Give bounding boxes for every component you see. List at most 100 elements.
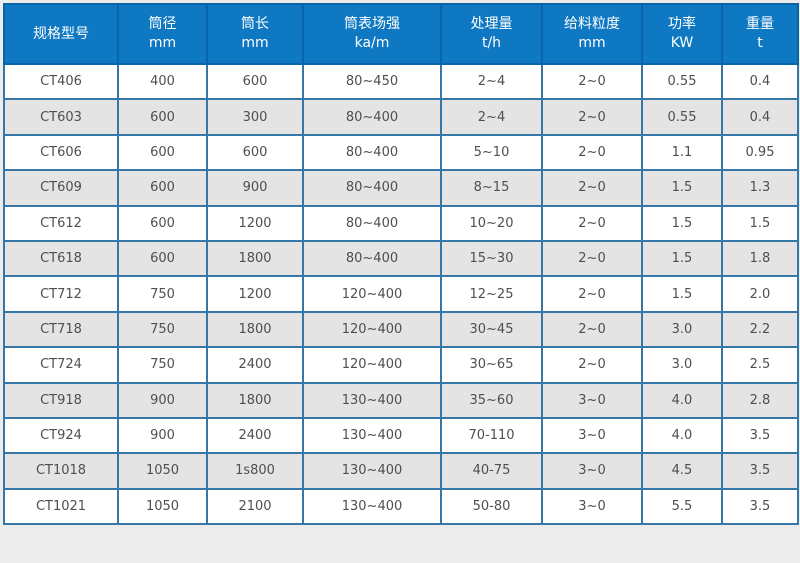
table-row: CT603 600 300 80~400 2~4 2~0 0.55 0.4 — [3, 98, 799, 136]
column-header-unit: ka/m — [354, 35, 390, 51]
table-cell: 0.4 — [721, 98, 799, 136]
table-cell: 130~400 — [302, 416, 442, 455]
model-cell: CT724 — [3, 346, 119, 384]
table-cell: 2.0 — [721, 275, 799, 313]
table-cell: 900 — [206, 169, 304, 207]
table-cell: 1200 — [206, 204, 304, 242]
table-cell: 1800 — [206, 381, 304, 419]
table-cell: 70-110 — [440, 416, 543, 455]
table-cell: 3~0 — [541, 487, 643, 526]
column-header-label: 重量 — [746, 16, 774, 33]
table-cell: 1200 — [206, 275, 304, 313]
table-cell: 2400 — [206, 346, 304, 384]
table-cell: 0.95 — [721, 133, 799, 172]
table-cell: 10~20 — [440, 204, 543, 242]
model-cell: CT712 — [3, 275, 119, 313]
table-cell: 400 — [117, 62, 208, 101]
table-cell: 600 — [117, 133, 208, 172]
table-cell: 40-75 — [440, 452, 543, 490]
table-cell: 600 — [206, 133, 304, 172]
column-header-label: 给料粒度 — [564, 16, 620, 33]
column-header: 规格型号 — [3, 3, 119, 65]
column-header: 处理量 t/h — [440, 3, 543, 65]
model-cell: CT618 — [3, 239, 119, 278]
table-cell: 600 — [117, 204, 208, 242]
table-row: CT612 600 1200 80~400 10~20 2~0 1.5 1.5 — [3, 204, 799, 242]
table-cell: 600 — [206, 62, 304, 101]
table-cell: 2~0 — [541, 275, 643, 313]
table-row: CT618 600 1800 80~400 15~30 2~0 1.5 1.8 — [3, 239, 799, 278]
model-cell: CT718 — [3, 310, 119, 349]
table-header-row: 规格型号 筒径 mm 筒长 mm 筒表场强 ka/m 处理量 t/h 给料粒度 mm 功率 KW 重量 t — [3, 3, 799, 65]
table-cell: 1.5 — [641, 204, 723, 242]
table-row: CT724 750 2400 120~400 30~65 2~0 3.0 2.5 — [3, 346, 799, 384]
table-cell: 2.5 — [721, 346, 799, 384]
table-cell: 30~45 — [440, 310, 543, 349]
table-header: 规格型号 筒径 mm 筒长 mm 筒表场强 ka/m 处理量 t/h 给料粒度 mm 功率 KW 重量 t — [3, 3, 799, 65]
table-cell: 1.3 — [721, 169, 799, 207]
table-cell: 120~400 — [302, 346, 442, 384]
table-cell: 80~400 — [302, 133, 442, 172]
table-cell: 1800 — [206, 239, 304, 278]
table-cell: 1800 — [206, 310, 304, 349]
table-cell: 120~400 — [302, 310, 442, 349]
table-cell: 50-80 — [440, 487, 543, 526]
column-header-unit: t — [757, 35, 763, 51]
table-row: CT924 900 2400 130~400 70-110 3~0 4.0 3.5 — [3, 416, 799, 455]
table-row: CT1021 1050 2100 130~400 50-80 3~0 5.5 3.5 — [3, 487, 799, 526]
table-cell: 750 — [117, 275, 208, 313]
table-cell: 80~400 — [302, 169, 442, 207]
column-header-label: 筒长 — [241, 16, 269, 33]
table-cell: 600 — [117, 239, 208, 278]
table-row: CT712 750 1200 120~400 12~25 2~0 1.5 2.0 — [3, 275, 799, 313]
table-cell: 300 — [206, 98, 304, 136]
table-cell: 0.55 — [641, 98, 723, 136]
table-cell: 1.5 — [641, 239, 723, 278]
table-cell: 1.1 — [641, 133, 723, 172]
model-cell: CT1021 — [3, 487, 119, 526]
table-cell: 0.4 — [721, 62, 799, 101]
table-cell: 3.0 — [641, 310, 723, 349]
table-cell: 120~400 — [302, 275, 442, 313]
table-cell: 1.8 — [721, 239, 799, 278]
table-row: CT609 600 900 80~400 8~15 2~0 1.5 1.3 — [3, 169, 799, 207]
table-cell: 1050 — [117, 487, 208, 526]
column-header-label: 处理量 — [470, 16, 513, 33]
column-header-unit: mm — [578, 35, 606, 51]
table-cell: 3.5 — [721, 452, 799, 490]
table-cell: 2.8 — [721, 381, 799, 419]
model-cell: CT1018 — [3, 452, 119, 490]
table-cell: 3~0 — [541, 452, 643, 490]
table-cell: 2~0 — [541, 169, 643, 207]
table-cell: 5~10 — [440, 133, 543, 172]
column-header-label: 筒表场强 — [344, 16, 400, 33]
table-cell: 3~0 — [541, 416, 643, 455]
model-cell: CT924 — [3, 416, 119, 455]
table-row: CT606 600 600 80~400 5~10 2~0 1.1 0.95 — [3, 133, 799, 172]
table-cell: 1.5 — [641, 169, 723, 207]
table-cell: 2~0 — [541, 346, 643, 384]
column-header: 重量 t — [721, 3, 799, 65]
column-header-unit: mm — [241, 35, 269, 51]
table-cell: 2~0 — [541, 133, 643, 172]
column-header: 功率 KW — [641, 3, 723, 65]
table-cell: 4.5 — [641, 452, 723, 490]
table-cell: 750 — [117, 346, 208, 384]
model-cell: CT406 — [3, 62, 119, 101]
table-cell: 80~400 — [302, 204, 442, 242]
table-cell: 2.2 — [721, 310, 799, 349]
table-cell: 4.0 — [641, 381, 723, 419]
table-row: CT718 750 1800 120~400 30~45 2~0 3.0 2.2 — [3, 310, 799, 349]
column-header: 筒径 mm — [117, 3, 208, 65]
table-cell: 600 — [117, 169, 208, 207]
table-row: CT406 400 600 80~450 2~4 2~0 0.55 0.4 — [3, 62, 799, 101]
column-header: 筒表场强 ka/m — [302, 3, 442, 65]
column-header-label: 功率 — [668, 16, 696, 33]
table-cell: 2~4 — [440, 98, 543, 136]
table-cell: 3~0 — [541, 381, 643, 419]
column-header-unit: KW — [670, 35, 694, 51]
specification-table: 规格型号 筒径 mm 筒长 mm 筒表场强 ka/m 处理量 t/h 给料粒度 mm 功率 KW 重量 t … — [3, 3, 799, 526]
model-cell: CT606 — [3, 133, 119, 172]
table-cell: 15~30 — [440, 239, 543, 278]
table-body: CT406 400 600 80~450 2~4 2~0 0.55 0.4 CT603 600 30… — [3, 62, 799, 526]
